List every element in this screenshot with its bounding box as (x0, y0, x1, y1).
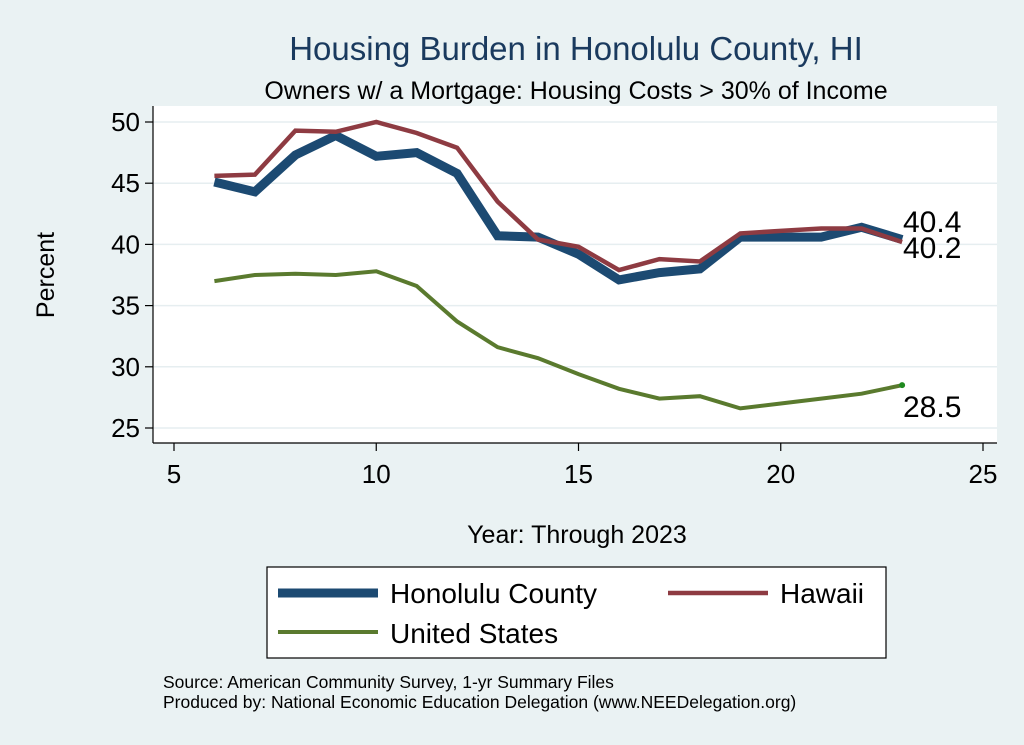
end-labels: 40.440.2 28.5 (903, 206, 961, 424)
series-line-united-states (214, 269, 903, 411)
x-tick-label-25: 25 (969, 459, 998, 489)
series-end-point-united-states (899, 382, 906, 389)
legend-label-honolulu-county: Honolulu County (390, 578, 597, 609)
chart-subtitle: Owners w/ a Mortgage: Housing Costs > 30… (264, 77, 887, 105)
y-tick-label-40: 40 (111, 229, 140, 259)
legend: Honolulu County Hawaii United States (278, 578, 864, 649)
y-tick-label-35: 35 (111, 291, 140, 321)
x-tick-label-20: 20 (766, 459, 795, 489)
chart-title: Housing Burden in Honolulu County, HI (289, 30, 863, 67)
end-label-hawaii: 40.2 (903, 232, 961, 265)
y-tick-label-45: 45 (111, 168, 140, 198)
x-tick-label-10: 10 (362, 459, 391, 489)
producer-note: Produced by: National Economic Education… (163, 692, 796, 712)
series-line-hawaii (214, 119, 903, 273)
y-tick-label-50: 50 (111, 107, 140, 137)
series-group (213, 119, 906, 411)
x-tick-label-15: 15 (564, 459, 593, 489)
y-tick-label-25: 25 (111, 413, 140, 443)
legend-label-hawaii: Hawaii (780, 578, 864, 609)
legend-label-united-states: United States (390, 618, 558, 649)
x-tick-label-5: 5 (167, 459, 181, 489)
y-axis-ticks: 25 30 35 40 45 50 (111, 107, 153, 443)
y-tick-label-30: 30 (111, 352, 140, 382)
y-axis-title: Percent (32, 232, 60, 318)
x-axis-ticks: 5 10 15 20 25 (167, 443, 998, 489)
series-line-honolulu-county (213, 130, 904, 285)
end-label-honolulu-county: 40.4 (903, 206, 961, 239)
legend-box (266, 566, 887, 659)
x-axis-title: Year: Through 2023 (467, 521, 687, 549)
source-note: Source: American Community Survey, 1-yr … (163, 672, 614, 692)
end-label-united-states: 28.5 (903, 391, 961, 424)
gridlines (153, 121, 997, 429)
